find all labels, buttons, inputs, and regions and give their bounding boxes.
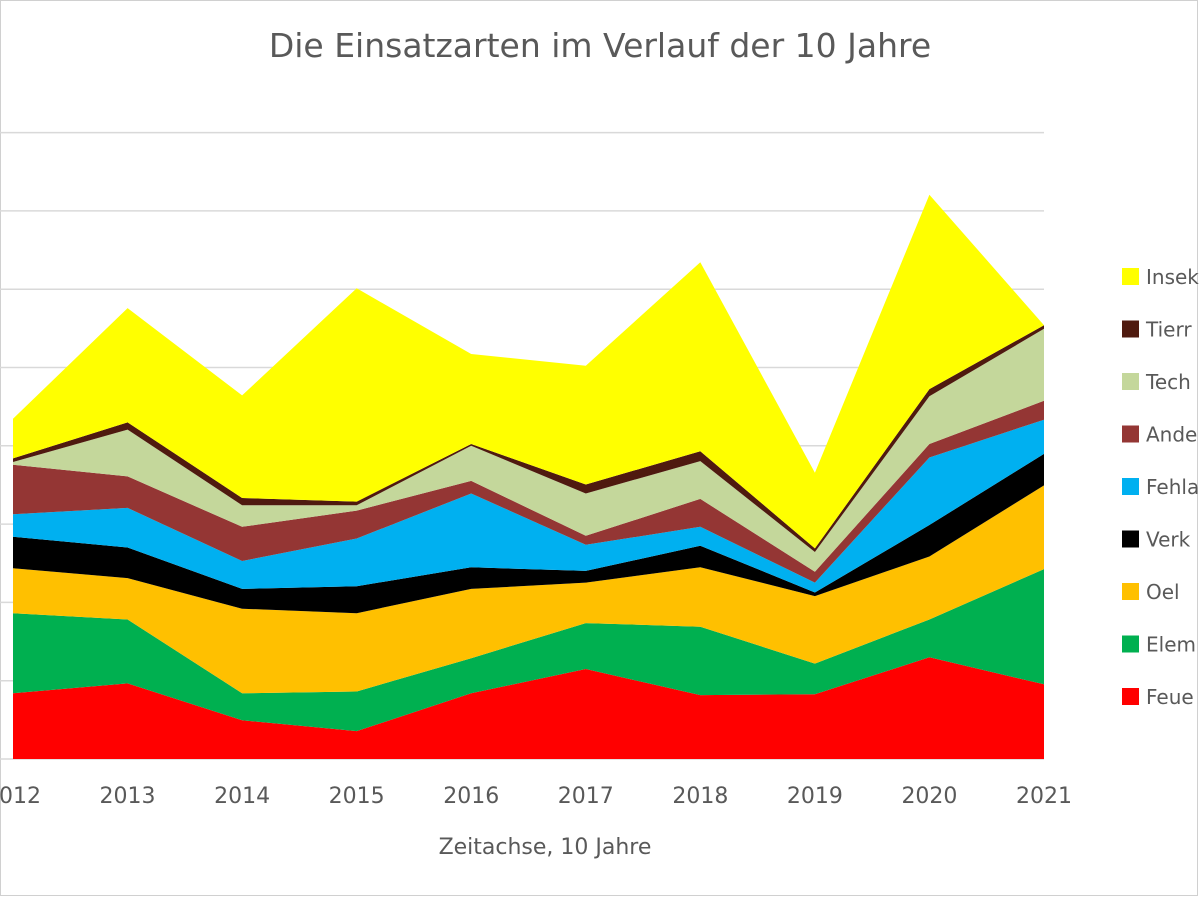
legend-swatch: [1122, 530, 1139, 548]
legend-label: Verk: [1146, 528, 1191, 552]
legend-label: Oel: [1146, 580, 1180, 604]
legend-label: Tech: [1145, 370, 1191, 394]
x-tick-label: 2016: [443, 784, 499, 809]
legend-swatch: [1122, 635, 1139, 653]
legend-label: Ande: [1146, 423, 1197, 447]
area-series-2: [13, 485, 1044, 694]
x-tick-label: 2017: [558, 784, 614, 809]
legend: Insek Tierr Tech Ande Fehla Verk Oel Elem Feue: [1122, 265, 1199, 709]
area-series-8: [13, 194, 1044, 549]
x-tick-label: 2021: [1016, 784, 1072, 809]
legend-swatch: [1122, 320, 1139, 338]
area-series-4: [13, 419, 1044, 593]
x-tick-label: 2013: [100, 784, 156, 809]
chart-title: Die Einsatzarten im Verlauf der 10 Jahre: [268, 26, 932, 65]
x-tick-label: 2018: [672, 784, 728, 809]
area-series-5: [13, 400, 1044, 583]
legend-label: Elem: [1146, 633, 1196, 657]
x-tick-labels: 2012 2013 2014 2015 2016 2017 2018 2019 2020 2021: [0, 784, 1072, 809]
legend-swatch: [1122, 268, 1139, 285]
x-axis-title: Zeitachse, 10 Jahre: [439, 835, 652, 860]
legend-swatch: [1122, 373, 1139, 390]
legend-label: Tierr: [1145, 318, 1192, 342]
area-series-1: [13, 569, 1044, 732]
area-series-0: [13, 657, 1044, 759]
legend-swatch: [1122, 583, 1139, 600]
legend-swatch: [1122, 425, 1139, 443]
legend-swatch: [1122, 688, 1139, 705]
area-series-6: [13, 328, 1044, 572]
legend-label: Feue: [1146, 685, 1194, 709]
stacked-areas: [13, 194, 1044, 759]
x-tick-label: 2015: [329, 784, 385, 809]
x-tick-label: 2019: [787, 784, 843, 809]
legend-label: Fehla: [1146, 475, 1199, 499]
legend-label: Insek: [1146, 265, 1199, 289]
area-series-3: [13, 453, 1044, 614]
x-tick-label: 2012: [0, 784, 41, 809]
x-tick-label: 2020: [901, 784, 957, 809]
legend-swatch: [1122, 478, 1139, 495]
x-tick-label: 2014: [214, 784, 270, 809]
